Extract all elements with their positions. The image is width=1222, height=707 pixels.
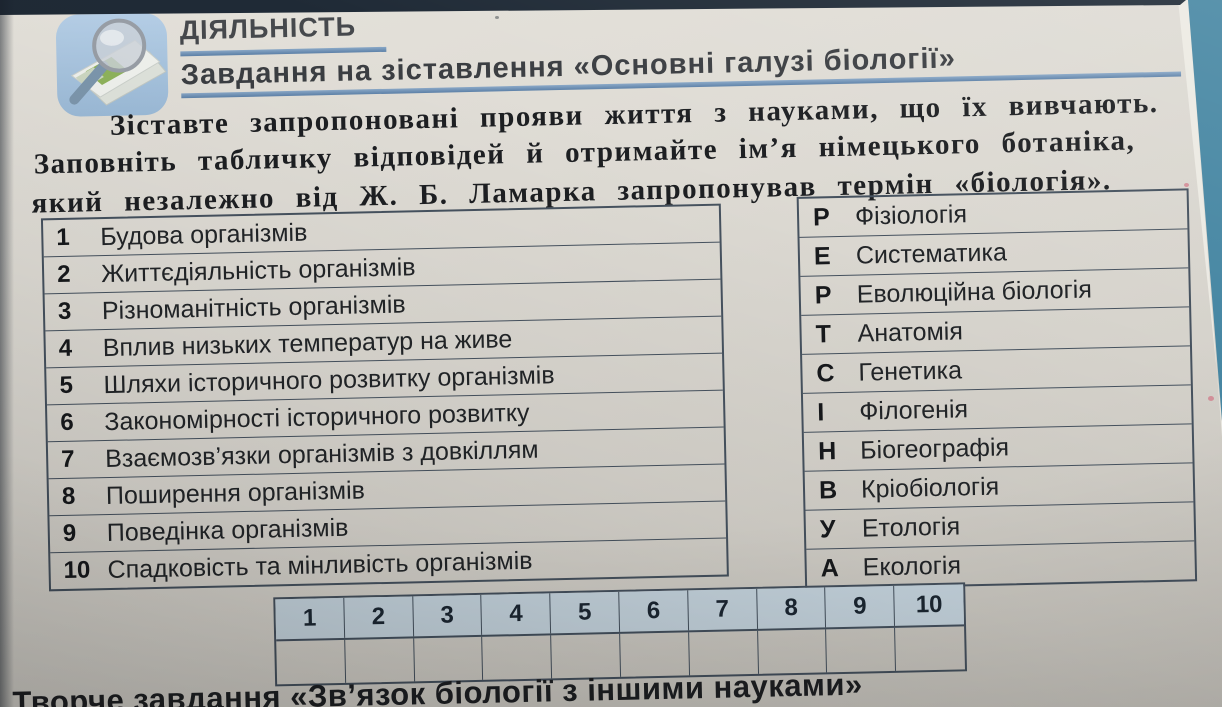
row-number: 8 <box>61 482 76 511</box>
row-letter: У <box>819 514 836 543</box>
row-number: 7 <box>60 445 75 474</box>
row-label: Взаємозв’язки організмів з довкіллям <box>104 435 539 473</box>
activity-magnifier-icon <box>55 13 169 117</box>
paper-speck <box>1184 183 1189 187</box>
row-label: Філогенія <box>859 394 969 426</box>
row-letter: Р <box>814 280 832 310</box>
answer-header-cell: 6 <box>619 590 689 632</box>
row-letter: Р <box>812 202 831 232</box>
row-label: Кріобіологія <box>860 472 1000 504</box>
row-label: Закономірності історичного розвитку <box>104 398 530 436</box>
row-letter: І <box>817 397 825 427</box>
row-letter: Е <box>813 241 831 271</box>
row-number: 6 <box>60 408 75 437</box>
answer-header-cell: 10 <box>915 590 943 619</box>
background-left-shadow <box>0 0 14 707</box>
row-label: Вплив низьких температур на живе <box>102 324 513 362</box>
answer-header-cell: 2 <box>344 596 414 638</box>
row-letter: Т <box>815 319 832 349</box>
paper-speck <box>495 16 499 19</box>
paper-speck <box>1208 396 1214 401</box>
answer-header-cell: 7 <box>687 588 758 631</box>
row-label: Систематика <box>855 237 1008 270</box>
row-letter: Н <box>817 436 837 466</box>
answer-header-cell: 8 <box>756 587 827 629</box>
answer-header-cell: 1 <box>275 597 345 640</box>
row-number: 4 <box>58 334 73 363</box>
answer-header-cell: 4 <box>481 593 552 635</box>
answer-blank-cell <box>895 626 965 670</box>
row-label: Біогеографія <box>859 432 1010 465</box>
row-label: Генетика <box>858 355 963 387</box>
row-letter: В <box>818 475 838 504</box>
row-label: Поведінка організмів <box>106 513 349 547</box>
answer-table: 1 2 3 4 5 6 7 8 9 10 <box>273 582 968 687</box>
answer-header-cell: 9 <box>825 585 896 628</box>
row-number: 10 <box>63 556 91 584</box>
row-label: Будова організмів <box>100 218 308 251</box>
row-label: Анатомія <box>857 316 964 348</box>
row-number: 9 <box>62 519 77 547</box>
answer-header-cell: 5 <box>550 591 621 634</box>
row-label: Спадковість та мінливість організмів <box>107 546 533 584</box>
answer-header-cell: 3 <box>412 594 483 637</box>
row-letter: А <box>820 553 840 582</box>
sciences-table: Р Фізіологія Е Систематика Р Еволюційна … <box>796 188 1198 590</box>
table-row: А Екологія <box>806 541 1195 587</box>
row-label: Різноманітність організмів <box>101 289 406 325</box>
row-label: Еволюційна біологія <box>856 274 1093 309</box>
section-kicker: ДІЯЛЬНІСТЬ <box>179 11 357 46</box>
row-number: 2 <box>56 260 71 289</box>
row-label: Шляхи історичного розвитку організмів <box>103 360 555 399</box>
row-number: 1 <box>56 223 71 252</box>
row-label: Поширення організмів <box>105 475 366 510</box>
life-manifestations-table: 1 Будова організмів 2 Життєдіяльність ор… <box>40 203 729 592</box>
row-label: Життєдіяльність організмів <box>100 252 416 288</box>
row-label: Екологія <box>862 550 962 582</box>
row-label: Фізіологія <box>854 199 968 231</box>
row-number: 5 <box>59 371 74 400</box>
row-letter: С <box>816 358 835 388</box>
row-label: Етологія <box>861 511 961 543</box>
row-number: 3 <box>57 297 72 326</box>
